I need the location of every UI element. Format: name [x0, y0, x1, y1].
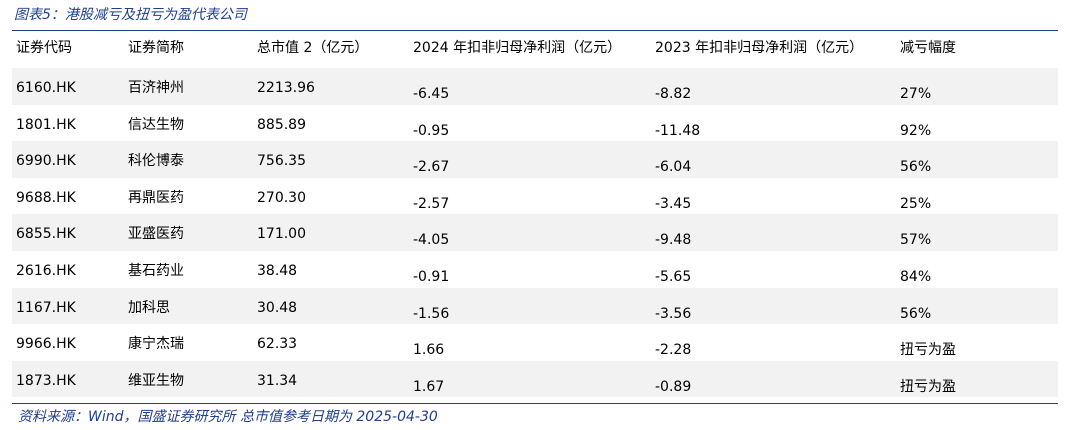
cell: 再鼎医药 — [128, 189, 184, 206]
cell: 756.35 — [257, 153, 306, 170]
cell: 百济神州 — [128, 80, 184, 96]
cell: 6855.HK — [16, 226, 76, 243]
top-rule — [12, 30, 1058, 31]
cell: 9966.HK — [16, 336, 76, 353]
cell: 扭亏为盈 — [900, 342, 956, 359]
row-band — [12, 360, 1058, 398]
cell: 885.89 — [257, 116, 306, 133]
cell: -2.67 — [413, 159, 450, 176]
column-header: 证券简称 — [128, 40, 184, 56]
cell: -6.45 — [413, 86, 450, 102]
cell: 171.00 — [257, 226, 306, 243]
cell: 加科思 — [128, 299, 170, 316]
cell: -0.89 — [655, 378, 692, 395]
row-band — [12, 141, 1058, 178]
cell: 2616.HK — [16, 263, 76, 279]
cell: -3.45 — [655, 195, 692, 212]
column-header: 总市值 2（亿元） — [257, 40, 369, 56]
cell: -1.56 — [413, 305, 450, 322]
row-band — [12, 214, 1058, 251]
title: 图表5：港股减亏及扭亏为盈代表公司 — [14, 7, 247, 23]
cell: 1.67 — [413, 378, 445, 395]
cell: 6990.HK — [16, 153, 76, 170]
cell: 9688.HK — [16, 189, 76, 206]
cell: 57% — [900, 232, 932, 249]
cell: 基石药业 — [128, 263, 184, 279]
cell: 25% — [900, 195, 932, 212]
cell: -0.95 — [413, 122, 450, 139]
column-header: 2023 年扣非归母净利润（亿元） — [655, 40, 864, 56]
cell: -11.48 — [655, 122, 701, 139]
cell: -6.04 — [655, 159, 692, 176]
row-band — [12, 68, 1058, 105]
cell: 科伦博泰 — [128, 153, 184, 170]
cell: 30.48 — [257, 299, 298, 316]
cell: 康宁杰瑞 — [128, 336, 184, 353]
cell: 1167.HK — [16, 299, 76, 316]
cell: -3.56 — [655, 305, 692, 322]
cell: 2213.96 — [257, 80, 315, 96]
column-header: 证券代码 — [16, 40, 72, 56]
cell: 270.30 — [257, 189, 306, 206]
cell: 31.34 — [257, 372, 298, 389]
row-band — [12, 287, 1058, 325]
source: 资料来源：Wind，国盛证券研究所 总市值参考日期为 2025-04-30 — [18, 409, 438, 425]
cell: 扭亏为盈 — [900, 378, 956, 395]
bottom-rule — [12, 403, 1058, 404]
cell: 亚盛医药 — [128, 226, 184, 243]
column-header: 减亏幅度 — [900, 40, 956, 56]
cell: 1.66 — [413, 342, 445, 359]
cell: -2.28 — [655, 342, 692, 359]
cell: -2.57 — [413, 195, 450, 212]
cell: 84% — [900, 269, 932, 285]
cell: -4.05 — [413, 232, 450, 249]
cell: 62.33 — [257, 336, 298, 353]
cell: -9.48 — [655, 232, 692, 249]
cell: 1873.HK — [16, 372, 76, 389]
cell: 56% — [900, 305, 932, 322]
cell: -5.65 — [655, 269, 692, 285]
cell: -8.82 — [655, 86, 692, 102]
cell: 56% — [900, 159, 932, 176]
cell: 38.48 — [257, 263, 298, 279]
cell: -0.91 — [413, 269, 450, 285]
cell: 27% — [900, 86, 932, 102]
cell: 1801.HK — [16, 116, 76, 133]
cell: 信达生物 — [128, 116, 184, 133]
cell: 6160.HK — [16, 80, 76, 96]
cell: 维亚生物 — [128, 372, 184, 389]
column-header: 2024 年扣非归母净利润（亿元） — [413, 40, 622, 56]
cell: 92% — [900, 122, 932, 139]
